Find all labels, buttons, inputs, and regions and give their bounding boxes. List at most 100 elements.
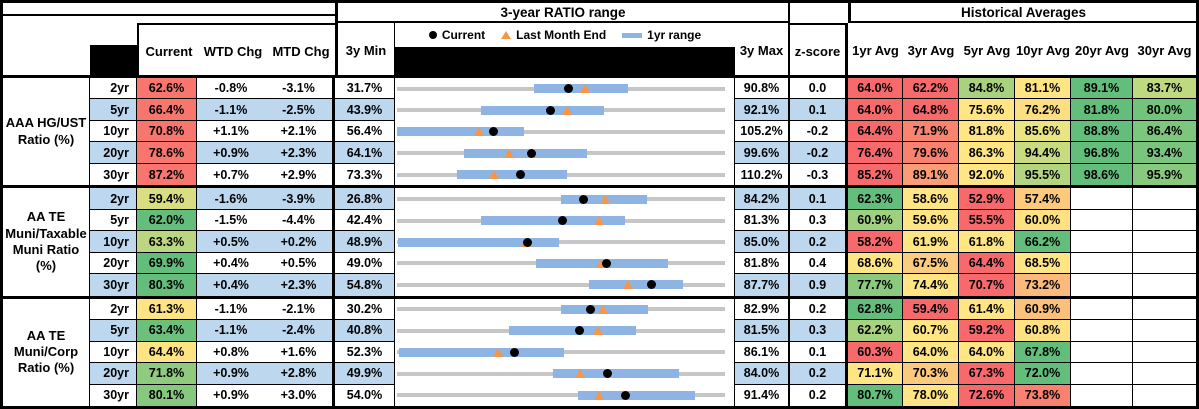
cell-avg bbox=[1071, 209, 1133, 232]
cell-tenor: 30yr bbox=[90, 274, 137, 296]
cell-tenor: 20yr bbox=[90, 252, 137, 275]
current-dot-icon bbox=[428, 31, 437, 39]
cell-avg: 75.6% bbox=[959, 99, 1015, 121]
cell-avg: 73.2% bbox=[1015, 274, 1071, 296]
cell-avg: 62.3% bbox=[848, 188, 903, 210]
range-chart bbox=[395, 209, 735, 232]
cell-3y-max: 84.0% bbox=[735, 363, 790, 385]
one-year-range-bar bbox=[481, 105, 604, 115]
cell-avg bbox=[1133, 231, 1196, 253]
cell-avg: 88.8% bbox=[1071, 120, 1133, 143]
three-year-range-line bbox=[397, 282, 725, 287]
table-row: 2yr 61.3% -1.1% -2.1% 30.2% 82.9% 0.2 62.8% 59.4… bbox=[90, 298, 1196, 321]
cell-3y-min: 52.3% bbox=[335, 341, 395, 364]
table-row: 10yr 64.4% +0.8% +1.6% 52.3% 86.1% 0.1 60.3% 64.… bbox=[90, 341, 1196, 364]
last-month-end-marker bbox=[594, 390, 605, 400]
cell-3y-min: 42.4% bbox=[335, 209, 395, 232]
current-marker bbox=[603, 369, 613, 379]
table-row: 30yr 80.3% +0.4% +2.3% 54.8% 87.7% 0.9 77.7% 74.… bbox=[90, 274, 1196, 296]
cell-tenor: 5yr bbox=[90, 209, 137, 232]
table-row: 5yr 63.4% -1.1% -2.4% 40.8% 81.5% 0.3 62.2% 60.7… bbox=[90, 320, 1196, 342]
cell-avg: 52.9% bbox=[959, 188, 1015, 210]
cell-3y-max: 91.4% bbox=[735, 384, 790, 406]
cell-3y-max: 82.9% bbox=[735, 298, 790, 321]
cell-tenor: 20yr bbox=[90, 363, 137, 385]
cell-avg: 80.0% bbox=[1133, 99, 1196, 121]
legend-item-1yr-range: 1yr range bbox=[622, 28, 701, 42]
cell-3y-min: 56.4% bbox=[335, 120, 395, 143]
cell-z-score: -0.2 bbox=[790, 120, 848, 143]
cell-current: 59.4% bbox=[137, 188, 197, 210]
tenor-column-header-blackout bbox=[90, 45, 137, 78]
group-label-line: (%) bbox=[35, 258, 57, 274]
range-chart bbox=[395, 363, 735, 385]
cell-wtd-chg: +0.5% bbox=[197, 231, 265, 253]
group-label-line: AAA HG/UST bbox=[5, 115, 87, 131]
range-chart bbox=[395, 120, 735, 143]
cell-3y-max: 84.2% bbox=[735, 188, 790, 210]
cell-mtd-chg: +1.6% bbox=[265, 341, 335, 364]
table-row: 10yr 63.3% +0.5% +0.2% 48.9% 85.0% 0.2 58.2% 61.… bbox=[90, 231, 1196, 253]
cell-current: 66.4% bbox=[137, 99, 197, 121]
cell-current: 62.6% bbox=[137, 78, 197, 100]
cell-avg bbox=[1071, 341, 1133, 364]
cell-avg: 80.7% bbox=[848, 384, 903, 406]
cell-avg bbox=[1133, 188, 1196, 210]
cell-avg: 64.0% bbox=[848, 78, 903, 100]
three-year-range-line bbox=[397, 240, 725, 244]
cell-avg: 61.9% bbox=[903, 231, 959, 253]
cell-3y-min: 64.1% bbox=[335, 142, 395, 164]
band-3year-ratio-range: 3-year RATIO range bbox=[335, 3, 790, 23]
cell-avg: 61.4% bbox=[959, 298, 1015, 321]
row-group: AA TE Muni/Taxable Muni Ratio (%) 2yr 59.4% -1… bbox=[3, 185, 1196, 296]
one-year-range-bar bbox=[463, 148, 588, 158]
group-label: AAA HG/UST Ratio (%) bbox=[3, 78, 90, 186]
cell-avg: 66.2% bbox=[1015, 231, 1071, 253]
cell-mtd-chg: +3.0% bbox=[265, 384, 335, 406]
one-year-range-bar bbox=[457, 170, 567, 180]
cell-3y-min: 30.2% bbox=[335, 298, 395, 321]
current-marker bbox=[646, 280, 656, 290]
one-year-range-bar bbox=[481, 216, 626, 226]
cell-tenor: 2yr bbox=[90, 188, 137, 210]
column-header-10yr-avg: 10yr Avg bbox=[1016, 43, 1070, 58]
last-month-end-marker bbox=[580, 84, 591, 94]
cell-current: 80.3% bbox=[137, 274, 197, 296]
column-header-current: Current bbox=[145, 44, 193, 59]
legend-label-current: Current bbox=[441, 28, 486, 42]
cell-z-score: 0.1 bbox=[790, 341, 848, 364]
cell-avg: 73.8% bbox=[1015, 384, 1071, 406]
cell-avg bbox=[1133, 253, 1196, 275]
cell-avg: 60.9% bbox=[1015, 298, 1071, 321]
cell-wtd-chg: -0.8% bbox=[197, 78, 265, 100]
table-row: 2yr 59.4% -1.6% -3.9% 26.8% 84.2% 0.1 62.3% 58.6… bbox=[90, 188, 1196, 210]
current-marker bbox=[516, 170, 526, 180]
range-chart bbox=[395, 231, 735, 253]
range-chart bbox=[395, 274, 735, 296]
current-marker bbox=[489, 127, 499, 137]
cell-avg bbox=[1071, 363, 1133, 385]
current-marker bbox=[509, 347, 519, 357]
cell-avg: 64.0% bbox=[848, 99, 903, 121]
cell-tenor: 10yr bbox=[90, 120, 137, 143]
cell-tenor: 10yr bbox=[90, 341, 137, 364]
cell-3y-min: 49.0% bbox=[335, 252, 395, 275]
cell-3y-max: 90.8% bbox=[735, 78, 790, 100]
cell-avg: 60.9% bbox=[848, 209, 903, 232]
cell-avg: 58.6% bbox=[903, 188, 959, 210]
cell-avg: 77.7% bbox=[848, 274, 903, 296]
current-marker bbox=[545, 105, 555, 115]
cell-mtd-chg: +0.5% bbox=[265, 252, 335, 275]
band-historical-averages: Historical Averages bbox=[848, 3, 1196, 23]
cell-avg: 59.6% bbox=[903, 209, 959, 232]
column-header-3y-max: 3y Max bbox=[735, 23, 790, 78]
column-header-30yr-avg: 30yr Avg bbox=[1137, 43, 1192, 58]
cell-avg: 84.8% bbox=[959, 78, 1015, 100]
three-year-range-line bbox=[397, 307, 725, 312]
cell-mtd-chg: +0.2% bbox=[265, 231, 335, 253]
last-month-end-marker bbox=[593, 216, 604, 226]
cell-avg: 95.9% bbox=[1133, 163, 1196, 186]
column-header-5yr-avg: 5yr Avg bbox=[963, 43, 1011, 58]
range-chart bbox=[395, 384, 735, 406]
table-header: 3-year RATIO range Historical Averages C… bbox=[3, 3, 1196, 78]
